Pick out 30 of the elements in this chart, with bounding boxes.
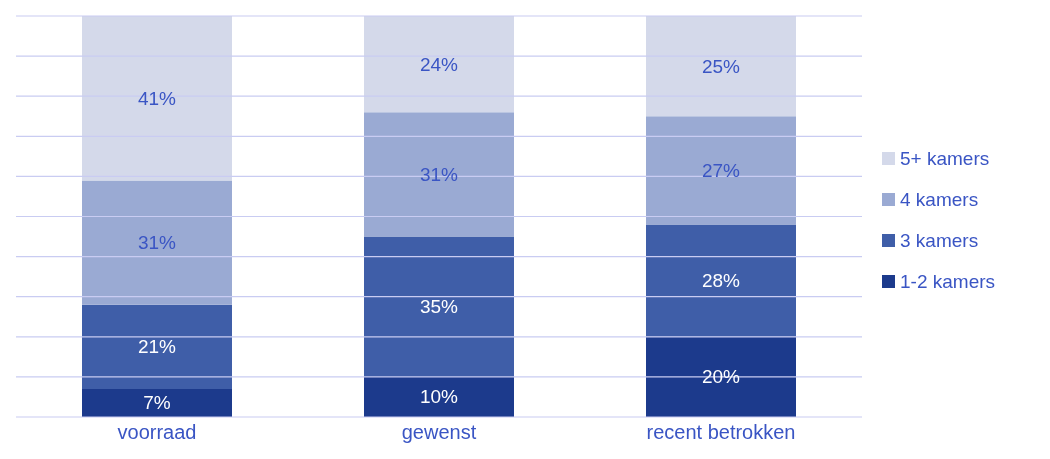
- data-label: 28%: [701, 270, 741, 292]
- bar: [82, 388, 232, 417]
- bar: [364, 376, 514, 417]
- bar: [646, 16, 796, 117]
- bar: [364, 16, 514, 113]
- data-label: 10%: [419, 386, 459, 408]
- bar: [646, 116, 796, 225]
- data-label: 31%: [137, 232, 177, 254]
- data-label: 31%: [419, 163, 459, 185]
- bar: [364, 236, 514, 377]
- bar: [646, 336, 796, 417]
- bar: [364, 112, 514, 237]
- legend-label: 4 kamers: [900, 188, 979, 211]
- bar: [82, 304, 232, 389]
- bar: [82, 16, 232, 181]
- data-label: 35%: [419, 296, 459, 318]
- data-label: 27%: [701, 159, 741, 181]
- data-label: 24%: [419, 53, 459, 75]
- data-label: 7%: [143, 392, 171, 414]
- bar: [646, 224, 796, 337]
- x-tick-label: voorraad: [117, 421, 197, 444]
- legend-label: 3 kamers: [900, 229, 979, 252]
- data-label: 41%: [137, 87, 177, 109]
- x-tick-label: recent betrokken: [646, 421, 796, 444]
- legend-label: 5+ kamers: [900, 147, 990, 170]
- x-tick-label: gewenst: [401, 421, 477, 444]
- data-label: 25%: [701, 55, 741, 77]
- data-label: 21%: [137, 336, 177, 358]
- legend-label: 1-2 kamers: [900, 270, 996, 293]
- bar: [82, 180, 232, 305]
